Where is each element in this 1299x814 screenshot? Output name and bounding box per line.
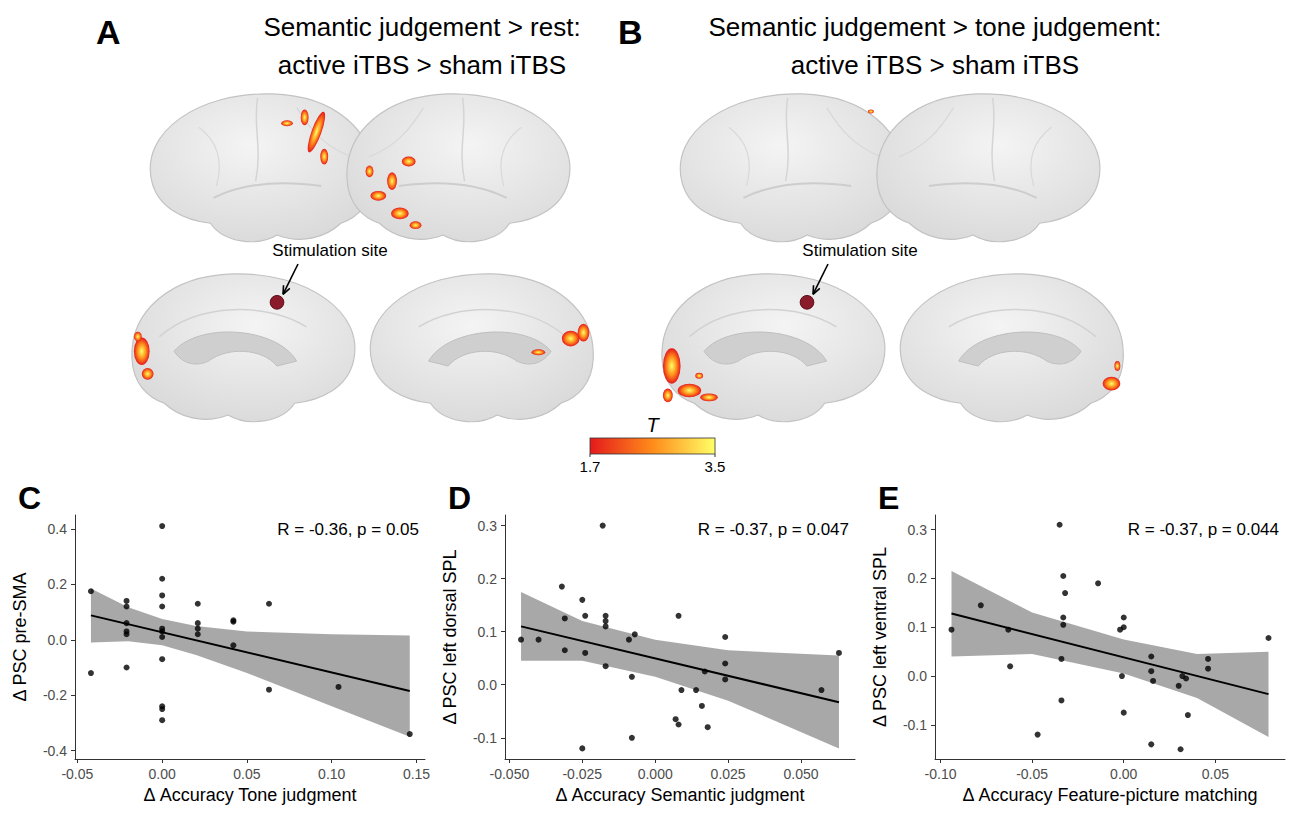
svg-text:R = -0.37, p = 0.044: R = -0.37, p = 0.044 (1128, 520, 1279, 539)
svg-text:-0.1: -0.1 (903, 717, 927, 733)
svg-text:0.3: 0.3 (908, 522, 928, 538)
svg-text:Δ PSC pre-SMA: Δ PSC pre-SMA (10, 572, 30, 701)
svg-text:Δ Accuracy Feature-picture mat: Δ Accuracy Feature-picture matching (962, 785, 1257, 805)
svg-text:0.0: 0.0 (478, 677, 498, 693)
svg-text:-0.1: -0.1 (473, 730, 497, 746)
svg-text:-0.025: -0.025 (562, 766, 602, 782)
svg-text:-0.05: -0.05 (61, 766, 93, 782)
svg-text:Stimulation site: Stimulation site (802, 241, 917, 260)
svg-text:0.2: 0.2 (478, 571, 498, 587)
svg-text:T: T (646, 414, 660, 436)
svg-text:E: E (878, 480, 899, 516)
svg-text:0.050: 0.050 (784, 766, 819, 782)
svg-text:0.1: 0.1 (908, 619, 928, 635)
svg-text:0.05: 0.05 (233, 766, 260, 782)
svg-text:0.15: 0.15 (403, 766, 430, 782)
svg-text:Δ PSC left ventral SPL: Δ PSC left ventral SPL (870, 547, 890, 727)
svg-text:0.00: 0.00 (1110, 766, 1137, 782)
svg-text:0.0: 0.0 (908, 668, 928, 684)
svg-text:Δ Accuracy Semantic judgment: Δ Accuracy Semantic judgment (555, 785, 804, 805)
svg-text:0.1: 0.1 (478, 624, 498, 640)
svg-text:0.0: 0.0 (48, 632, 68, 648)
svg-text:B: B (618, 13, 643, 51)
svg-text:-0.05: -0.05 (1016, 766, 1048, 782)
svg-text:0.05: 0.05 (1202, 766, 1229, 782)
svg-text:-0.10: -0.10 (925, 766, 957, 782)
svg-text:-0.050: -0.050 (490, 766, 530, 782)
svg-text:R = -0.36, p = 0.05: R = -0.36, p = 0.05 (277, 520, 419, 539)
svg-text:C: C (18, 480, 41, 516)
svg-text:Semantic judgement > tone judg: Semantic judgement > tone judgement: (708, 12, 1161, 42)
svg-text:0.2: 0.2 (908, 570, 928, 586)
svg-text:active iTBS > sham iTBS: active iTBS > sham iTBS (791, 50, 1079, 80)
svg-text:Δ Accuracy Tone judgment: Δ Accuracy Tone judgment (144, 785, 357, 805)
svg-text:0.000: 0.000 (638, 766, 673, 782)
svg-text:Δ PSC left dorsal SPL: Δ PSC left dorsal SPL (440, 549, 460, 724)
svg-text:3.5: 3.5 (705, 458, 726, 475)
svg-text:-0.4: -0.4 (43, 743, 67, 759)
svg-text:0.00: 0.00 (149, 766, 176, 782)
svg-text:0.10: 0.10 (318, 766, 345, 782)
svg-text:0.4: 0.4 (48, 521, 68, 537)
svg-text:D: D (448, 480, 471, 516)
svg-text:0.3: 0.3 (478, 518, 498, 534)
svg-text:1.7: 1.7 (580, 458, 601, 475)
svg-text:0.2: 0.2 (48, 576, 68, 592)
svg-text:A: A (96, 13, 121, 51)
svg-text:-0.2: -0.2 (43, 687, 67, 703)
svg-text:Stimulation site: Stimulation site (272, 241, 387, 260)
svg-text:active iTBS > sham iTBS: active iTBS > sham iTBS (278, 50, 566, 80)
svg-text:0.025: 0.025 (711, 766, 746, 782)
svg-text:R = -0.37, p = 0.047: R = -0.37, p = 0.047 (698, 520, 849, 539)
svg-text:Semantic judgement > rest:: Semantic judgement > rest: (263, 12, 580, 42)
